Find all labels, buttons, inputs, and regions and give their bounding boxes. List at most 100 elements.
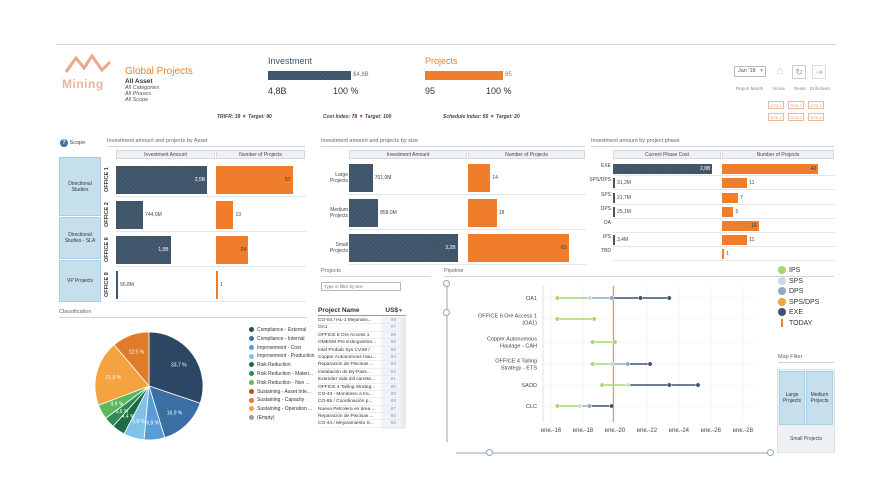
investment-bar[interactable] — [613, 164, 713, 175]
pie-slice[interactable] — [148, 385, 201, 439]
map-medium-projects[interactable]: Medium Projects — [806, 371, 833, 425]
pipeline-h-handle-right[interactable] — [767, 449, 774, 456]
projects-bar[interactable] — [722, 249, 725, 260]
drilldown-button[interactable]: ⇥ — [812, 65, 826, 79]
pipeline-v-handle-top[interactable] — [443, 280, 450, 287]
phase-col-cost: Current Phase Cost — [613, 150, 721, 159]
pipeline-milestone[interactable] — [554, 295, 560, 301]
projects-table-scrollbar[interactable] — [401, 317, 406, 429]
legend-item[interactable]: Compliance - External — [249, 326, 315, 335]
projects-bar[interactable] — [216, 165, 293, 194]
pipeline-milestone[interactable] — [591, 316, 597, 322]
legend-item[interactable]: Sustaining - Operation ... — [249, 405, 315, 414]
investment-bar[interactable] — [613, 235, 615, 246]
projects-bar[interactable] — [722, 178, 748, 189]
projects-bar[interactable] — [722, 220, 759, 231]
projects-bar[interactable] — [722, 192, 739, 203]
projects-bar[interactable] — [722, 164, 819, 175]
projects-bar[interactable] — [468, 198, 497, 227]
projects-bar[interactable] — [216, 235, 249, 264]
small-button-4[interactable]: BTN 4 — [768, 113, 784, 121]
investment-bar[interactable] — [116, 235, 171, 264]
map-small-projects[interactable]: Small Projects — [779, 427, 833, 451]
pipeline-legend-item[interactable]: IPS — [778, 266, 819, 277]
scope-directional-studies[interactable]: Directional Studies — [59, 157, 101, 216]
reset-button[interactable]: ↻ — [792, 65, 806, 79]
pipeline-milestone[interactable] — [599, 382, 605, 388]
pie-slice[interactable] — [113, 331, 150, 388]
legend-item[interactable]: Risk Reduction - Materi... — [249, 370, 315, 379]
legend-item[interactable]: Improvement - Production — [249, 352, 315, 361]
pipeline-v-scrollbar[interactable] — [446, 282, 448, 442]
investment-bar[interactable] — [349, 198, 379, 227]
pipeline-milestone[interactable] — [577, 403, 583, 409]
projects-bar[interactable] — [216, 270, 218, 299]
scope-directional-studies-sla[interactable]: Directional Studies - SLA — [59, 217, 101, 259]
investment-bar[interactable] — [116, 200, 144, 229]
pipeline-h-scrollbar[interactable] — [456, 452, 772, 454]
pipeline-milestone[interactable] — [586, 403, 592, 409]
col-project-name[interactable]: Project Name — [318, 307, 360, 314]
pipeline-milestone[interactable] — [625, 361, 631, 367]
home-button[interactable]: ⌂ — [776, 65, 784, 77]
pipeline-milestone[interactable] — [590, 361, 595, 367]
pipeline-milestone[interactable] — [666, 295, 672, 301]
pipeline-milestone[interactable] — [554, 316, 560, 322]
map-large-projects[interactable]: Large Projects — [779, 371, 805, 425]
small-button-2[interactable]: BTN 2 — [788, 101, 804, 109]
investment-bar[interactable] — [613, 178, 615, 189]
legend-item[interactable]: Risk Reduction — [249, 361, 315, 370]
legend-item[interactable]: Risk Reduction - Non ... — [249, 379, 315, 388]
scope-vp-projects[interactable]: VP Projects — [59, 260, 101, 302]
pipeline-h-handle-left[interactable] — [486, 449, 493, 456]
investment-bar[interactable] — [613, 192, 615, 203]
projects-bar[interactable] — [722, 206, 734, 217]
pipeline-milestone[interactable] — [625, 382, 631, 388]
projects-bar[interactable] — [468, 233, 569, 262]
pipeline-v-handle-bottom[interactable] — [443, 309, 450, 316]
pipeline-legend-item[interactable]: DPS — [778, 287, 819, 298]
pipeline-milestone[interactable] — [609, 295, 615, 301]
pipeline-milestone[interactable] — [612, 339, 618, 345]
legend-item[interactable]: (Empty) — [249, 414, 315, 423]
pipeline-legend-item[interactable]: EXE — [778, 308, 819, 319]
investment-bar[interactable] — [116, 270, 119, 299]
investment-bar[interactable] — [349, 233, 458, 262]
pipeline-milestone[interactable] — [586, 295, 592, 301]
pipeline-milestone[interactable] — [695, 382, 701, 388]
investment-value-label: 744,0M — [145, 211, 162, 218]
pipeline-milestone[interactable] — [666, 382, 672, 388]
investment-bar[interactable] — [349, 163, 373, 192]
pipeline-milestone[interactable] — [638, 295, 643, 301]
report-month-select[interactable]: Jan '18 ▾ — [734, 66, 766, 77]
legend-item[interactable]: Compliance - Internal — [249, 335, 315, 344]
projects-bar[interactable] — [216, 200, 234, 229]
legend-swatch-icon — [249, 397, 254, 403]
small-button-5[interactable]: BTN 5 — [788, 113, 804, 121]
legend-item[interactable]: Improvement - Cost — [249, 344, 315, 353]
col-usd[interactable]: US$▼ — [385, 307, 403, 314]
small-button-3[interactable]: BTN 3 — [808, 101, 824, 109]
project-filter-input[interactable] — [321, 282, 401, 291]
investment-bar[interactable] — [613, 206, 615, 217]
projects-bar[interactable] — [722, 235, 748, 246]
pie-slice[interactable] — [94, 344, 150, 406]
pipeline-milestone[interactable] — [609, 403, 615, 409]
legend-item[interactable]: Sustaining - Capacity — [249, 396, 315, 405]
schedule-target: Target: 20 — [496, 114, 520, 120]
projects-bar[interactable] — [468, 163, 491, 192]
pipeline-legend-item[interactable]: SPS — [778, 276, 819, 288]
help-icon[interactable]: ? — [60, 139, 68, 147]
pipeline-legend-item[interactable]: SPS/DPS — [778, 297, 819, 309]
pipeline-milestone[interactable] — [590, 339, 595, 345]
pipeline-milestone[interactable] — [647, 361, 653, 367]
small-button-1[interactable]: BTN 1 — [768, 101, 784, 109]
small-button-6[interactable]: BTN 6 — [808, 113, 824, 121]
pie-slice[interactable] — [148, 331, 204, 404]
legend-item[interactable]: Sustaining - Asset Inte... — [249, 388, 315, 397]
divider — [107, 146, 305, 147]
pipeline-milestone[interactable] — [554, 403, 560, 409]
pipeline-legend-item[interactable]: TODAY — [778, 318, 819, 330]
investment-bar[interactable] — [116, 165, 208, 194]
pipeline-milestone[interactable] — [609, 361, 615, 367]
